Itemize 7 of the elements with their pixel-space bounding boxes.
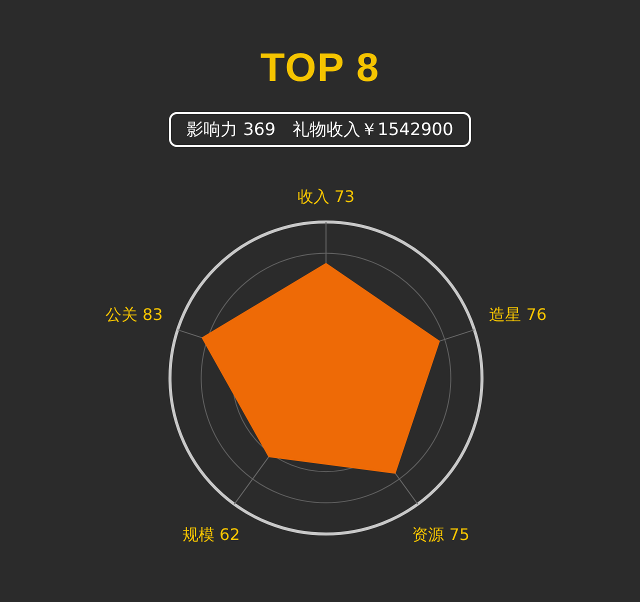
spoke-label: 造星 76 [489, 304, 547, 324]
chart-title: TOP 8 [259, 46, 381, 91]
chart-subtitle: 影响力 369 礼物收入￥1542900 [168, 112, 472, 147]
spoke-label: 规模 62 [182, 525, 240, 544]
spoke-label: 公关 83 [105, 304, 163, 324]
spoke-label: 资源 75 [412, 525, 470, 544]
spoke-label: 收入 73 [297, 187, 355, 206]
